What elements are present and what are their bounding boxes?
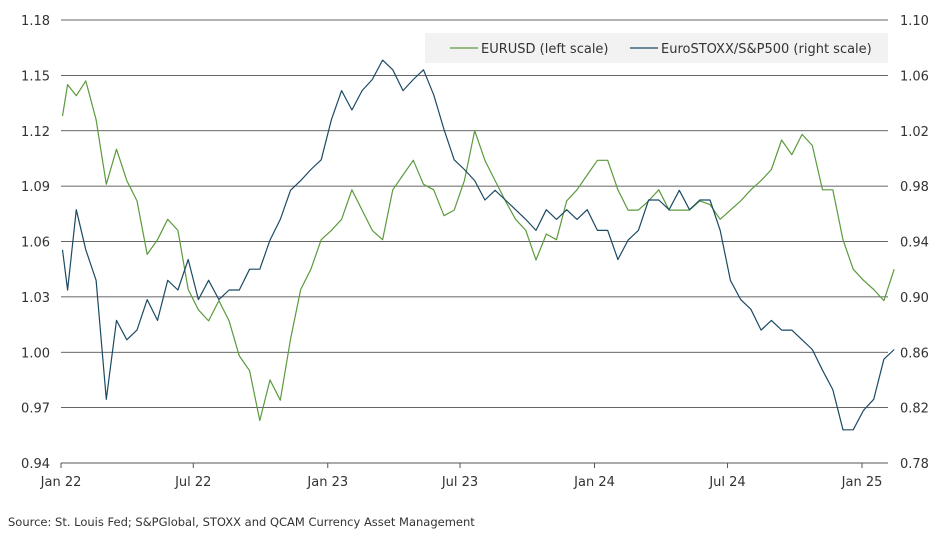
x-tick-label: Jan 24 (573, 475, 615, 490)
right-tick-label: 0.98 (900, 180, 929, 195)
x-tick-label: Jan 23 (306, 475, 348, 490)
legend-label-eurostoxx-sp500: EuroSTOXX/S&P500 (right scale) (661, 42, 872, 57)
x-tick-label: Jan 22 (40, 475, 82, 490)
left-tick-label: 1.18 (21, 14, 50, 29)
right-tick-label: 0.78 (900, 457, 929, 472)
legend-label-eurusd: EURUSD (left scale) (481, 42, 609, 57)
x-axis-ticks: Jan 22 Jul 22 Jan 23 Jul 23 Jan 24 Jul 24 Jan … (40, 463, 883, 490)
right-tick-label: 0.82 (900, 402, 929, 417)
right-tick-label: 1.06 (900, 69, 929, 84)
left-tick-label: 0.94 (21, 457, 50, 472)
x-tick-label: Jan 25 (841, 475, 883, 490)
gridlines (61, 19, 888, 464)
right-tick-label: 1.10 (900, 14, 929, 29)
left-tick-label: 0.97 (21, 402, 50, 417)
series-line-eurostoxx-sp500 (61, 59, 895, 431)
right-tick-label: 0.94 (900, 236, 929, 251)
left-tick-label: 1.00 (21, 346, 50, 361)
right-tick-label: 0.86 (900, 346, 929, 361)
x-tick-label: Jul 24 (708, 475, 745, 490)
left-axis-ticks: 0.94 0.97 1.00 1.03 1.06 1.09 1.12 1.15 1.18 (21, 14, 50, 472)
left-tick-label: 1.12 (21, 125, 50, 140)
legend: EURUSD (left scale) EuroSTOXX/S&P500 (ri… (425, 33, 888, 63)
x-tick-label: Jul 23 (441, 475, 478, 490)
left-tick-label: 1.15 (21, 69, 50, 84)
x-tick-label: Jul 22 (174, 475, 211, 490)
right-tick-label: 1.02 (900, 125, 929, 140)
series-line-eurusd (61, 80, 895, 422)
source-note: Source: St. Louis Fed; S&PGlobal, STOXX … (8, 515, 475, 529)
series-lines (61, 59, 895, 431)
right-axis-ticks: 0.78 0.82 0.86 0.90 0.94 0.98 1.02 1.06 1.10 (900, 14, 929, 472)
left-tick-label: 1.03 (21, 291, 50, 306)
right-tick-label: 0.90 (900, 291, 929, 306)
left-tick-label: 1.09 (21, 180, 50, 195)
left-tick-label: 1.06 (21, 236, 50, 251)
